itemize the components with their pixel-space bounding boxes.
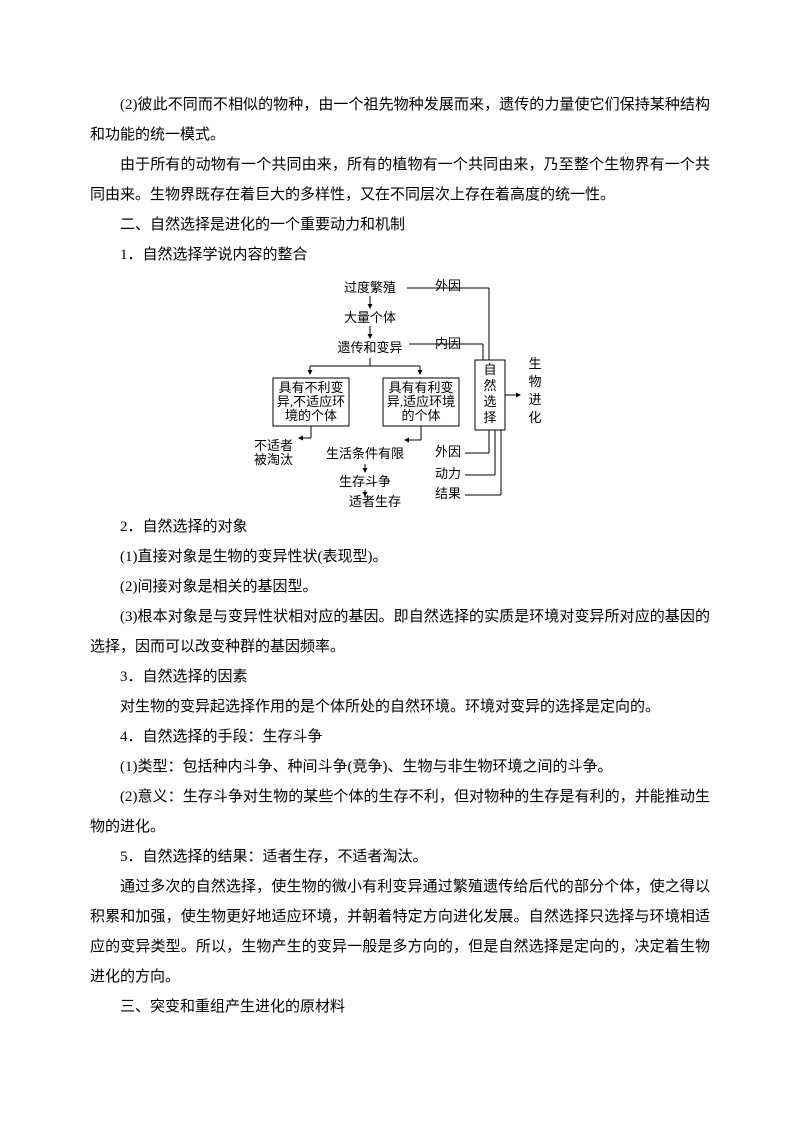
node-survive: 适者生存 xyxy=(349,494,401,508)
paragraph-2-5: 通过多次的自然选择，使生物的微小有利变异通过繁殖遗传给后代的部分个体，使之得以积… xyxy=(90,872,710,992)
col-evo-4: 化 xyxy=(528,410,541,425)
label-force: 动力 xyxy=(435,466,461,481)
paragraph-2: (2)彼此不同而不相似的物种，由一个祖先物种发展而来，遗传的力量使它们保持某种结… xyxy=(90,90,710,150)
paragraph-2-4-1: (1)类型：包括种内斗争、种间斗争(竞争)、生物与非生物环境之间的斗争。 xyxy=(90,752,710,782)
node-struggle: 生存斗争 xyxy=(339,474,391,489)
paragraph-common-origin: 由于所有的动物有一个共同由来，所有的植物有一个共同由来，乃至整个生物界有一个共同… xyxy=(90,150,710,210)
diagram-svg: 过度繁殖 外因 大量个体 遗传和变异 内因 具有不利变 异,不适应环 境的个体 … xyxy=(235,278,565,508)
col-ns-2: 然 xyxy=(483,378,496,393)
node-overbreed: 过度繁殖 xyxy=(344,280,396,295)
right-box-l3: 的个体 xyxy=(401,408,440,423)
paragraph-2-2-2: (2)间接对象是相关的基因型。 xyxy=(90,572,710,602)
left-box-l3: 境的个体 xyxy=(285,408,337,423)
col-evo-3: 进 xyxy=(528,392,541,407)
left-box-l2: 异,不适应环 xyxy=(277,394,345,409)
heading-2-5: 5．自然选择的结果：适者生存，不适者淘汰。 xyxy=(90,842,710,872)
heading-2-2: 2．自然选择的对象 xyxy=(90,512,710,542)
node-many: 大量个体 xyxy=(344,310,396,325)
left-box-l1: 具有不利变 xyxy=(278,380,343,395)
heading-2-4: 4．自然选择的手段：生存斗争 xyxy=(90,722,710,752)
node-heredity: 遗传和变异 xyxy=(337,340,402,355)
right-box-l1: 具有有利变 xyxy=(388,380,453,395)
node-limited: 生活条件有限 xyxy=(326,446,404,461)
heading-2-1: 1．自然选择学说内容的整合 xyxy=(90,240,710,270)
col-ns-4: 择 xyxy=(483,410,496,425)
paragraph-2-4-2: (2)意义：生存斗争对生物的某些个体的生存不利，但对物种的生存是有利的，并能推动… xyxy=(90,782,710,842)
col-ns-1: 自 xyxy=(483,362,496,377)
heading-section-3: 三、突变和重组产生进化的原材料 xyxy=(90,992,710,1022)
label-external-1: 外因 xyxy=(435,278,461,293)
col-ns-3: 选 xyxy=(483,394,496,409)
paragraph-2-3: 对生物的变异起选择作用的是个体所处的自然环境。环境对变异的选择是定向的。 xyxy=(90,692,710,722)
heading-2-3: 3．自然选择的因素 xyxy=(90,662,710,692)
paragraph-2-2-1: (1)直接对象是生物的变异性状(表现型)。 xyxy=(90,542,710,572)
col-evo-1: 生 xyxy=(528,356,541,371)
natural-selection-diagram: 过度繁殖 外因 大量个体 遗传和变异 内因 具有不利变 异,不适应环 境的个体 … xyxy=(90,278,710,508)
elim-l2: 被淘汰 xyxy=(254,452,293,467)
label-result: 结果 xyxy=(435,486,461,501)
elim-l1: 不适者 xyxy=(254,438,293,453)
paragraph-2-2-3: (3)根本对象是与变异性状相对应的基因。即自然选择的实质是环境对变异所对应的基因… xyxy=(90,602,710,662)
col-evo-2: 物 xyxy=(528,374,541,389)
right-box-l2: 异,适应环境 xyxy=(387,394,455,409)
label-external-2: 外因 xyxy=(435,444,461,459)
heading-section-2: 二、自然选择是进化的一个重要动力和机制 xyxy=(90,210,710,240)
